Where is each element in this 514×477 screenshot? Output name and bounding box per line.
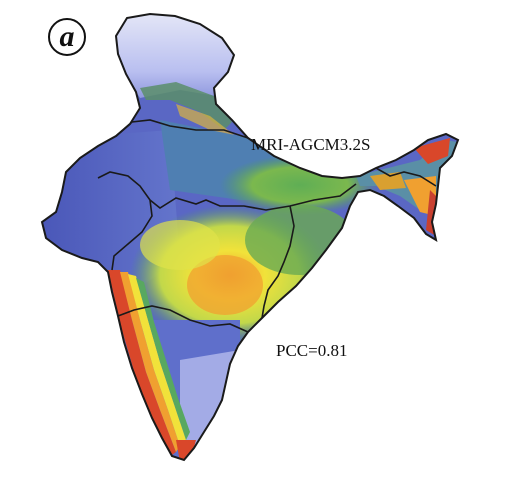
central-north-boundary	[149, 183, 357, 211]
model-name-label: MRI-AGCM3.2S	[251, 135, 371, 154]
south-boundary	[117, 305, 249, 333]
northeast-boundary	[375, 167, 437, 187]
region-boundaries	[97, 119, 437, 333]
west-central-boundary	[111, 199, 153, 271]
east-central-boundary	[261, 205, 295, 319]
north-region-boundary	[115, 119, 249, 139]
pcc-label: PCC=0.81	[276, 341, 348, 360]
west-boundary	[97, 171, 151, 201]
panel-label: a	[48, 18, 86, 56]
